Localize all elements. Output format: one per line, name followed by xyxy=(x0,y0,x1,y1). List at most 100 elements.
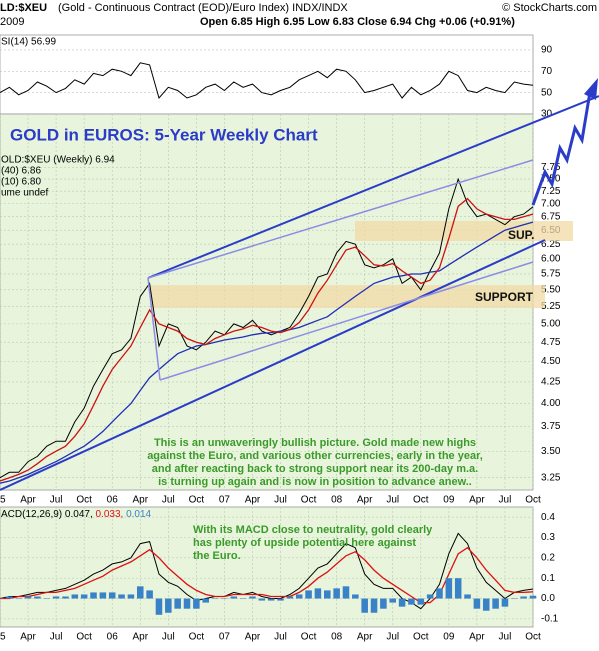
commentary: has plenty of upside potential here agai… xyxy=(193,537,416,549)
x-tick-label: 06 xyxy=(107,632,119,643)
chart-title: GOLD in EUROS: 5-Year Weekly Chart xyxy=(10,125,318,144)
histogram-bar xyxy=(277,598,284,601)
y-tick-label: 0.1 xyxy=(541,573,555,584)
commentary: and after reacting back to strong suppor… xyxy=(152,463,478,475)
histogram-bar xyxy=(464,594,471,599)
commentary: is turning up again and is now in positi… xyxy=(158,476,472,488)
x-tick-label: Apr xyxy=(469,632,485,643)
support-band xyxy=(355,221,573,241)
panel-backgrounds: 907050307.757.507.257.006.756.506.256.00… xyxy=(0,34,561,643)
series-line xyxy=(0,546,534,604)
x-tick-label: Apr xyxy=(20,632,36,643)
commentary: the Euro. xyxy=(193,550,241,562)
x-tick-label: Jul xyxy=(499,495,512,506)
series-line xyxy=(0,197,534,482)
y-tick-label: 7.75 xyxy=(541,162,561,173)
histogram-bar xyxy=(473,598,481,609)
fan-line xyxy=(147,159,534,279)
series-line xyxy=(0,221,534,484)
y-tick-label: 50 xyxy=(541,87,553,98)
histogram-bar xyxy=(34,596,41,599)
histogram-bar xyxy=(155,598,163,615)
x-tick-label: Oct xyxy=(525,632,541,643)
histogram-bar xyxy=(295,594,303,599)
x-tick-label: Jul xyxy=(386,632,399,643)
histogram-bar xyxy=(370,598,378,613)
histogram-bar xyxy=(501,598,509,607)
histogram-bar xyxy=(398,598,406,607)
legend-entry: (10) 6.80 xyxy=(1,177,41,188)
histogram-bar xyxy=(361,598,368,613)
histogram-bar xyxy=(249,596,256,599)
histogram-bar xyxy=(71,594,79,599)
x-tick-label: 5 xyxy=(0,632,6,643)
y-tick-label: 70 xyxy=(541,66,553,77)
legend: ACD(12,26,9) 0.047, 0.033, 0.014 xyxy=(1,509,152,520)
histogram-bar xyxy=(305,590,312,599)
annotation: SUPPORT xyxy=(475,290,534,304)
histogram-bar xyxy=(529,595,537,599)
legend-entry: ACD(12,26,9) 0.047, xyxy=(1,509,93,520)
legend-entry: 0.014 xyxy=(126,509,151,520)
y-tick-label: 5.50 xyxy=(541,284,561,295)
quote: Open 6.85 High 6.95 Low 6.83 Close 6.94 … xyxy=(200,16,515,28)
x-tick-label: Jul xyxy=(386,495,399,506)
x-tick-label: 09 xyxy=(443,632,455,643)
x-tick-label: 07 xyxy=(219,495,231,506)
series-line xyxy=(0,532,534,610)
legend-entry: ume undef xyxy=(1,188,48,199)
x-tick-label: 5 xyxy=(0,495,6,506)
histogram-bar xyxy=(183,598,191,609)
fan-line xyxy=(159,261,534,381)
x-tick-label: 09 xyxy=(443,495,455,506)
histogram-bar xyxy=(389,598,397,603)
histogram-bar xyxy=(127,594,135,599)
support-bands xyxy=(150,221,573,308)
histogram-bar xyxy=(408,598,415,605)
histogram-bar xyxy=(193,598,200,609)
histogram-bar xyxy=(230,596,238,599)
histogram-bar xyxy=(24,596,32,599)
x-tick-label: 08 xyxy=(331,495,343,506)
legend-entry: 0.033, xyxy=(96,509,124,520)
channel-lower xyxy=(0,239,546,491)
x-tick-label: Oct xyxy=(525,495,541,506)
y-tick-label: 4.50 xyxy=(541,356,561,367)
x-tick-label: Oct xyxy=(189,495,205,506)
y-tick-label: 7.25 xyxy=(541,186,561,197)
credit: © StockCharts.com xyxy=(502,2,597,14)
histogram-bar xyxy=(239,598,247,600)
x-tick-label: Jul xyxy=(162,495,175,506)
x-tick-label: Oct xyxy=(301,632,317,643)
histogram-bar xyxy=(165,598,172,613)
support-band xyxy=(150,285,545,308)
histogram-bar xyxy=(174,598,181,609)
x-tick-label: Apr xyxy=(357,632,373,643)
x-tick-label: Jul xyxy=(162,632,175,643)
y-tick-label: 90 xyxy=(541,45,553,56)
histogram-bar xyxy=(118,594,125,599)
annotation: SUP. xyxy=(508,228,534,242)
y-tick-label: 4.00 xyxy=(541,398,561,409)
histogram-bar xyxy=(108,592,116,599)
trend-lines xyxy=(0,78,599,491)
series-line xyxy=(0,62,534,100)
histogram-bar xyxy=(267,598,275,601)
x-tick-label: 08 xyxy=(331,632,343,643)
panel-background xyxy=(0,34,534,115)
x-tick-label: Apr xyxy=(469,495,485,506)
y-tick-label: 4.25 xyxy=(541,377,561,388)
histogram-bar xyxy=(99,592,107,599)
histogram-bar xyxy=(492,598,499,609)
histogram-bar xyxy=(454,578,462,599)
x-tick-label: Oct xyxy=(413,632,429,643)
y-tick-label: 0.4 xyxy=(541,512,555,523)
y-tick-label: -0.1 xyxy=(541,614,559,625)
x-tick-label: Apr xyxy=(132,632,148,643)
x-tick-label: 07 xyxy=(219,632,231,643)
projection-arrow xyxy=(531,91,592,206)
histogram-bar xyxy=(258,598,266,601)
x-tick-label: Apr xyxy=(132,495,148,506)
histogram-bar xyxy=(482,598,490,611)
